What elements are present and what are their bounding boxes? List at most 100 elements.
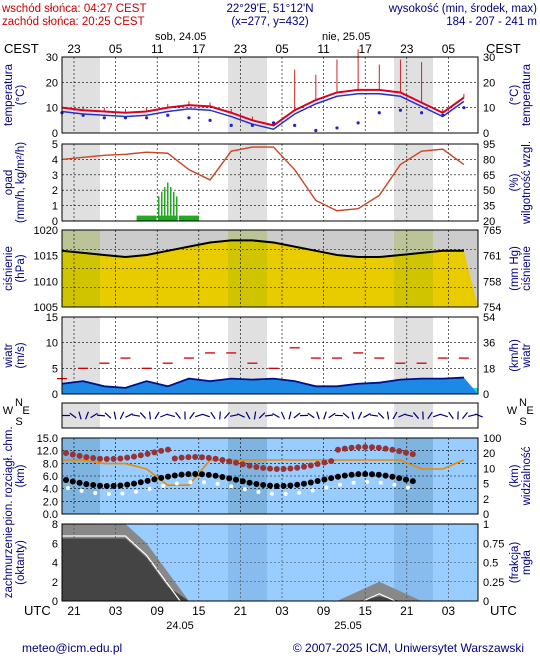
top-hour-label: 05: [275, 42, 289, 56]
cloud-base-dot: [348, 471, 355, 478]
cloud-base-dot: [103, 482, 110, 489]
cloud-top-dot: [205, 454, 212, 461]
temp-tick-left: 20: [46, 77, 58, 89]
compass-right-s: S: [519, 416, 526, 428]
prec-tick-left: 1: [52, 201, 58, 213]
cloud-base-dot: [382, 472, 389, 479]
dew-point-dot: [293, 123, 297, 127]
compass-right-w: W: [507, 405, 518, 417]
cloud-top-dot: [212, 455, 219, 462]
cloud-top-dot: [103, 455, 110, 462]
dew-point-dot: [102, 116, 106, 120]
pres-border: [61, 229, 479, 308]
top-hour-label: 11: [151, 42, 164, 56]
prec-night-band: [62, 144, 100, 221]
precip-ylabel-left: opad: [3, 170, 15, 196]
cloud-top-dot: [137, 452, 144, 459]
wind-tick-left: 0: [52, 389, 58, 401]
wind-direction-arrow: [351, 411, 355, 420]
temp-night-band: [228, 57, 267, 133]
wind-direction-arrow: [175, 411, 181, 420]
vis-tick-right: 0: [483, 509, 489, 521]
wind-direction-arrow: [264, 414, 274, 417]
wind-direction-arrow: [342, 412, 350, 419]
precip-ylabel-left: (mm/h, kg/m²/h): [15, 142, 27, 223]
cloud-base-dot: [76, 479, 83, 486]
wind-direction-arrow: [386, 411, 390, 420]
cloud-top-dot: [178, 454, 185, 461]
cloud-tick-left: 4: [52, 558, 58, 570]
bottom-hour-label: 03: [109, 604, 123, 618]
elevation-values: 184 - 207 - 241 m: [446, 16, 537, 28]
cloud-tick-left: 0: [52, 596, 58, 608]
dew-point-dot: [250, 123, 254, 127]
cloud-top-dot: [110, 455, 117, 462]
cloud-base-dot: [355, 471, 362, 478]
panel-dir: [61, 402, 483, 429]
temp-night-band: [62, 57, 100, 133]
cloud-tick-right: 0.75: [483, 538, 504, 550]
wind-tick-left: 10: [46, 338, 58, 350]
cloud-base-dot: [280, 482, 287, 489]
wind-direction-arrow: [210, 411, 216, 420]
cloud-base-dot: [314, 478, 321, 485]
prec-tick-left: 5: [52, 139, 58, 151]
cloud-base-dot: [389, 473, 396, 480]
bottom-hour-label: 09: [151, 604, 165, 618]
vis-tick-left: 15.0: [37, 433, 58, 445]
dir-night-band: [394, 403, 433, 428]
wind-direction-arrow: [427, 411, 433, 420]
bottom-hour-labels: 21 03 09 15 21 03 09 15 21 03: [67, 604, 455, 618]
cloud-base-dot: [151, 476, 158, 483]
cloud-base-dot: [307, 479, 314, 486]
pressure-ylabel-right: ciśnienie: [521, 246, 533, 291]
bottom-hour-label: 15: [359, 604, 373, 618]
visibility-ylabel-right: (km): [509, 464, 521, 487]
wind-direction-arrow: [462, 412, 468, 419]
wind-direction-arrow: [280, 411, 286, 420]
pres-tick-left: 1005: [34, 302, 58, 314]
vis-tick-right: 10: [483, 463, 495, 475]
wind-direction-arrow: [357, 411, 363, 420]
fog-fraction-line: [62, 535, 464, 614]
wind-direction-arrow: [139, 412, 147, 419]
compass-left-e: E: [22, 405, 29, 417]
wind-direction-arrow: [78, 411, 82, 420]
footer-email[interactable]: meteo@icm.edu.pl: [22, 641, 122, 655]
wind-direction-arrow: [160, 413, 168, 418]
cloud-top-dot: [280, 465, 287, 472]
bottom-hour-label: 21: [67, 604, 81, 618]
wind-direction-arrow: [258, 412, 266, 419]
wind-direction-arrow: [392, 411, 398, 420]
top-hour-labels: 23 05 11 17 23 05 11 17 23 05: [67, 42, 455, 56]
compass-left-n: N: [15, 397, 23, 409]
tz-bottom-left: UTC: [24, 603, 51, 618]
cloud-base-dot: [117, 482, 124, 489]
dew-point-dot: [335, 126, 339, 130]
wind-direction-arrow: [219, 411, 221, 420]
cloud-base-dot: [83, 481, 90, 488]
bottom-hour-label: 03: [442, 604, 456, 618]
vis-tick-right: 5: [483, 479, 489, 491]
fog-dot: [324, 485, 329, 490]
cloud-top-dot: [185, 454, 192, 461]
cloud-base-dot: [90, 482, 97, 489]
wind-direction-arrow: [69, 412, 77, 419]
cloud-base-dot: [137, 479, 144, 486]
wind-direction-arrow: [467, 413, 477, 418]
prec-tick-left: 0: [52, 216, 58, 228]
pressure-line: [61, 239, 464, 259]
wind-direction-arrow: [166, 413, 176, 418]
fog-dot: [406, 485, 410, 490]
cloud-base-dot: [335, 473, 341, 480]
temp-tick-right: 0: [483, 128, 489, 140]
fog-dot: [93, 491, 98, 496]
wind-direction-arrow: [96, 414, 106, 417]
tz-top-right: CEST: [486, 41, 521, 56]
fog-dot: [66, 486, 70, 490]
cloud-top-dot: [199, 454, 205, 461]
wind-direction-arrow: [316, 411, 320, 420]
wind-ylabel-right: wiatr: [521, 343, 533, 368]
sunrise-text: wschód słońca: 04:27 CEST: [1, 3, 146, 15]
tz-top-left: CEST: [4, 41, 39, 56]
